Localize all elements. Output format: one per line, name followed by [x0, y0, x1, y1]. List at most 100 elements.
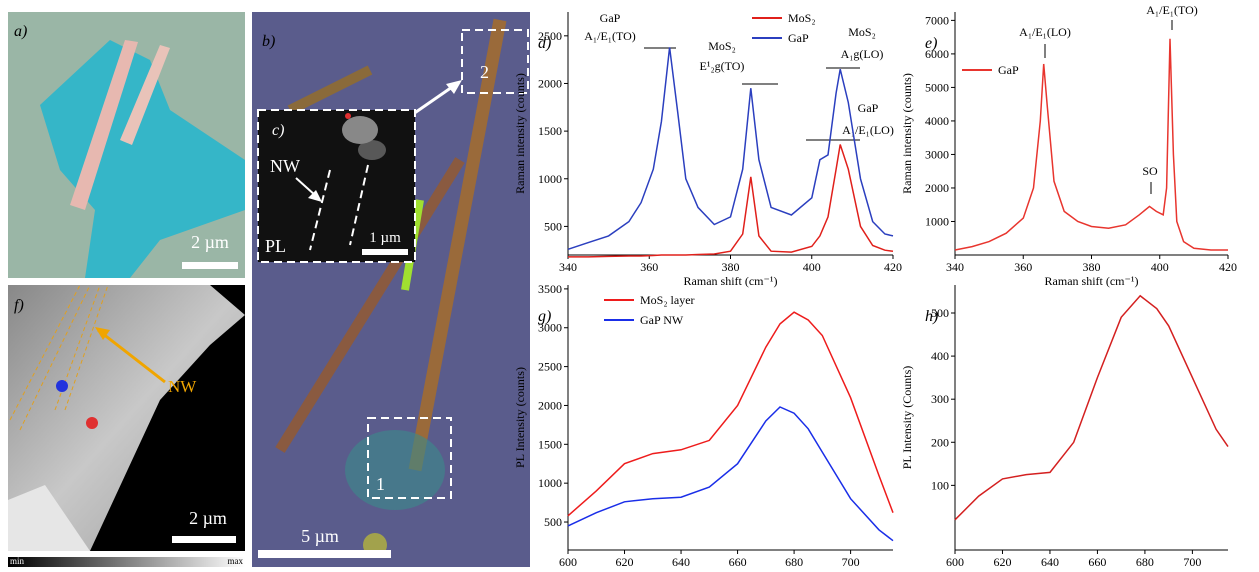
scale-bar	[258, 550, 391, 558]
pl-image	[257, 109, 416, 263]
annotation: MoS₂	[708, 39, 736, 53]
y-tick-label: 200	[931, 435, 949, 449]
panel-label: e)	[925, 35, 937, 52]
arrow	[295, 177, 317, 197]
annotation: PL	[265, 236, 286, 256]
y-tick-label: 5000	[925, 80, 949, 94]
x-tick-label: 380	[1083, 260, 1101, 274]
annotation: A₁g(LO)	[841, 47, 884, 61]
y-tick-label: 6000	[925, 47, 949, 61]
marker	[345, 113, 351, 119]
panel-b: 2 1 b) 5 µm	[252, 12, 530, 567]
annotation: SO	[1142, 164, 1158, 178]
annotation: GaP	[858, 101, 879, 115]
arrow	[97, 328, 166, 384]
x-tick-label: 400	[1151, 260, 1169, 274]
arrow-head	[95, 327, 110, 340]
x-tick-label: 340	[559, 260, 577, 274]
y-tick-label: 2000	[538, 76, 562, 90]
arrow-head	[308, 190, 322, 202]
spectrum-line	[954, 38, 1228, 251]
annotation: A₁/E₁(LO)	[1019, 25, 1071, 39]
panel-a: a) 2 µm	[8, 12, 245, 278]
x-tick-label: 680	[785, 555, 803, 567]
y-tick-label: 2000	[925, 181, 949, 195]
nanowire	[287, 65, 373, 115]
colorbar	[8, 557, 245, 567]
x-axis-label: Raman shift (cm⁻¹)	[684, 274, 778, 288]
box-label: 1	[376, 474, 385, 494]
roi-box	[367, 417, 452, 499]
spectrum-line	[567, 47, 894, 251]
y-tick-label: 1500	[538, 124, 562, 138]
colorbar-max: max	[228, 556, 244, 566]
y-tick-label: 100	[931, 478, 949, 492]
annotations-e: A₁/E₁(LO) A₁/E₁(TO) SO	[1019, 3, 1198, 194]
legend-label: MoS₂ layer	[640, 293, 695, 307]
x-tick-label: 680	[1136, 555, 1154, 567]
spectrum-line	[954, 294, 1229, 521]
annotation: NW	[168, 377, 197, 396]
panel-label: f)	[14, 297, 24, 314]
x-tick-label: 380	[722, 260, 740, 274]
annotations-d: GaP A₁/E₁(TO) MoS₂ E¹₂g(TO) MoS₂ A₁g(LO)…	[584, 11, 894, 141]
x-tick-label: 360	[640, 260, 658, 274]
scale-bar-label: 2 µm	[189, 508, 227, 528]
legend-label: GaP	[788, 31, 809, 45]
x-tick-label: 400	[803, 260, 821, 274]
y-tick-label: 300	[931, 392, 949, 406]
y-tick-label: 1000	[538, 172, 562, 186]
y-tick-label: 2500	[538, 29, 562, 43]
nanowire	[275, 157, 465, 453]
scale-bar-label: 1 µm	[369, 230, 401, 246]
panel-label: h)	[925, 308, 938, 325]
x-tick-label: 640	[672, 555, 690, 567]
annotation: MoS₂	[848, 25, 876, 39]
x-tick-label: 420	[1219, 260, 1237, 274]
marker	[86, 417, 98, 429]
y-tick-label: 500	[544, 219, 562, 233]
flake-map	[8, 285, 245, 551]
scale-bar-label: 5 µm	[301, 526, 339, 546]
legend-label: MoS₂	[788, 11, 816, 25]
y-tick-label: 500	[544, 515, 562, 529]
roi-box	[461, 29, 529, 94]
panel-label: a)	[14, 23, 27, 40]
y-tick-label: 1000	[538, 476, 562, 490]
x-tick-label: 660	[1088, 555, 1106, 567]
scale-bar-label: 2 µm	[191, 232, 229, 252]
pl-spot	[342, 116, 378, 144]
y-axis-label: PL Intensity (Counts)	[900, 366, 914, 470]
panel-c: NW PL c) 1 µm	[257, 109, 416, 263]
annotation: A₁/E₁(LO)	[842, 123, 894, 137]
y-tick-label: 3500	[538, 282, 562, 296]
y-tick-label: 1000	[925, 214, 949, 228]
x-tick-label: 600	[559, 555, 577, 567]
x-axis-label: Raman shift (cm⁻¹)	[1045, 274, 1139, 288]
x-tick-label: 620	[993, 555, 1011, 567]
nw-outline	[309, 169, 331, 251]
x-tick-label: 700	[842, 555, 860, 567]
y-tick-label: 2500	[538, 360, 562, 374]
x-tick-label: 600	[946, 555, 964, 567]
y-tick-label: 7000	[925, 13, 949, 27]
y-axis-label: PL Intensity (counts)	[513, 367, 527, 468]
panel-label: b)	[262, 33, 275, 50]
spectrum-line	[567, 406, 894, 542]
flake	[345, 430, 445, 510]
flake-map	[8, 485, 90, 551]
flake	[40, 40, 245, 278]
annotation: A₁/E₁(TO)	[1146, 3, 1197, 17]
nanowire	[408, 18, 507, 472]
y-tick-label: 4000	[925, 114, 949, 128]
x-tick-label: 640	[1041, 555, 1059, 567]
x-tick-label: 340	[946, 260, 964, 274]
y-tick-label: 3000	[538, 321, 562, 335]
annotation: E¹₂g(TO)	[700, 59, 745, 73]
x-tick-label: 660	[729, 555, 747, 567]
x-tick-label: 420	[884, 260, 902, 274]
legend-label: GaP	[998, 63, 1019, 77]
annotation: GaP	[600, 11, 621, 25]
scale-bar	[362, 249, 408, 255]
